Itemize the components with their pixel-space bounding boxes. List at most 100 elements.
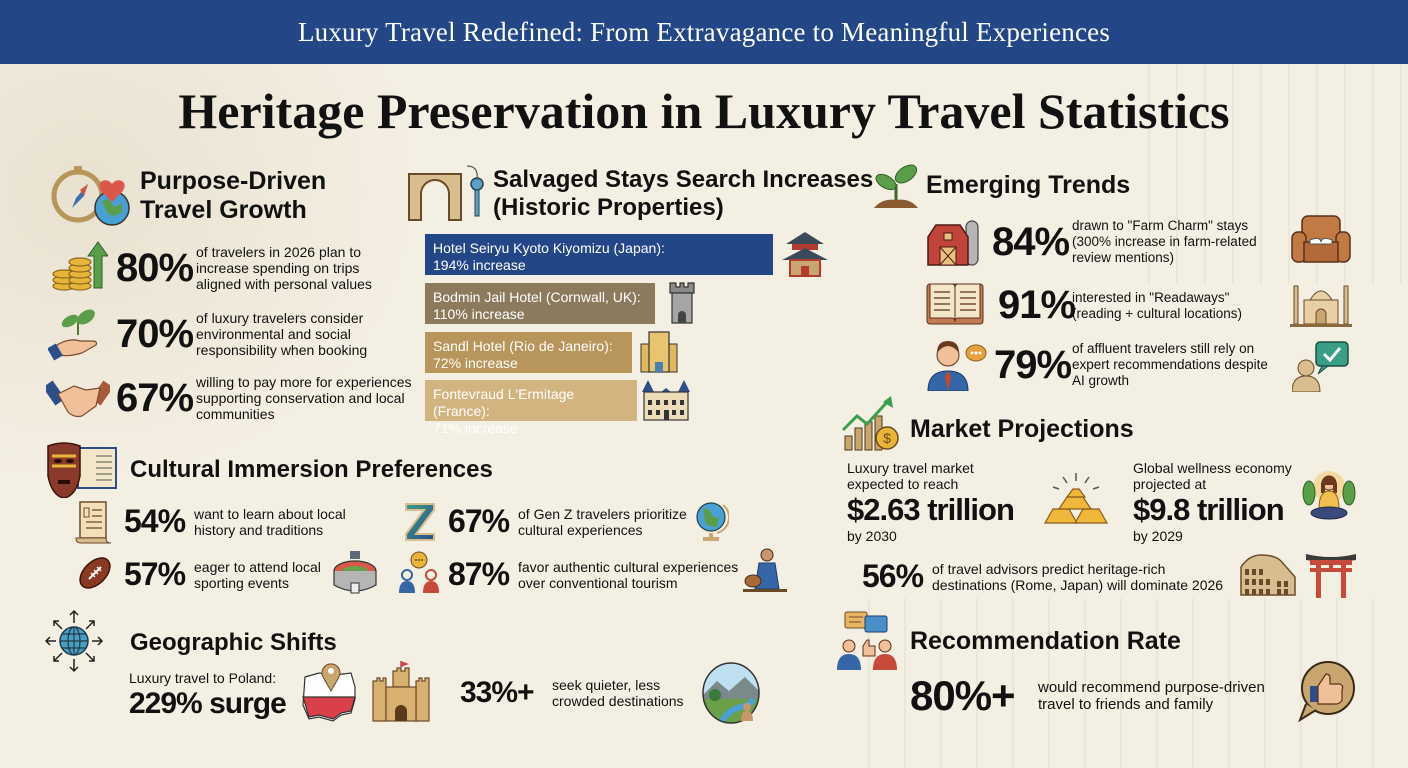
castle-icon — [370, 658, 432, 724]
svg-text:$: $ — [883, 430, 891, 446]
quiet-stat: 33%+ seek quieter, less crowded destinat… — [460, 676, 702, 710]
section-title: Recommendation Rate — [910, 627, 1181, 655]
advisor-icon — [926, 337, 988, 391]
football-icon — [74, 552, 116, 594]
bar-label: Fontevraud L'Ermitage (France): — [433, 386, 575, 419]
hand-sprout-icon — [48, 305, 108, 361]
barn-icon — [926, 215, 982, 267]
open-book-icon — [926, 280, 984, 326]
section-title: Geographic Shifts — [130, 629, 337, 656]
bar-bodmin-jail: Bodmin Jail Hotel (Cornwall, UK): 110% i… — [425, 283, 655, 324]
stat-text: favor authentic cultural experiences ove… — [518, 558, 739, 591]
person-checkmark-icon — [1292, 340, 1350, 392]
bar-value: 71% increase — [433, 420, 518, 436]
compass-heart-globe-icon — [50, 160, 132, 226]
stat-row: 84% drawn to "Farm Charm" stays (300% in… — [992, 218, 1268, 266]
bar-label: Hotel Seiryu Kyoto Kiyomizu (Japan): — [433, 240, 665, 256]
letter-z-icon — [402, 500, 438, 544]
stat-text: drawn to "Farm Charm" stays (300% increa… — [1072, 218, 1257, 265]
armchair-book-icon — [1290, 212, 1352, 270]
handshake-icon — [46, 372, 110, 420]
chateau-icon — [642, 378, 690, 422]
market-pre-text: Global wellness economy projected at — [1133, 460, 1292, 492]
stat-row: 70% of luxury travelers consider environ… — [116, 310, 381, 358]
section-title: Emerging Trends — [926, 171, 1131, 199]
section-title: Salvaged Stays Search Increases — [493, 166, 874, 193]
people-thumbs-up-icon — [834, 610, 900, 672]
stat-row: 87% favor authentic cultural experiences… — [448, 556, 758, 593]
coins-arrow-up-icon — [50, 240, 108, 294]
recommendation-stat: 80%+ would recommend purpose-driven trav… — [910, 672, 1268, 720]
market-item-wellness: Global wellness economy projected at $9.… — [1133, 460, 1333, 544]
stat-value: 57% — [124, 556, 186, 592]
sprout-icon — [872, 160, 920, 210]
bar-value: 194% increase — [433, 257, 526, 273]
stat-value: 91% — [998, 283, 1076, 327]
stat-text: of Gen Z travelers prioritize cultural e… — [518, 505, 687, 538]
stat-row: 91% interested in "Readaways" (reading +… — [998, 283, 1262, 328]
stat-value: 84% — [992, 219, 1070, 264]
bar-value: 72% increase — [433, 355, 518, 371]
arch-key-icon — [405, 160, 485, 222]
bar-value: 110% increase — [433, 306, 525, 322]
building-icon — [639, 330, 679, 374]
stat-text: want to learn about local history and tr… — [194, 505, 346, 538]
stadium-icon — [332, 548, 378, 596]
stat-text: of travel advisors predict heritage-rich… — [932, 560, 1224, 593]
stat-value: 67% — [116, 375, 194, 420]
stat-row: 80% of travelers in 2026 plan to increas… — [116, 244, 376, 292]
poland-stat: Luxury travel to Poland: 229% surge — [129, 670, 287, 722]
pagoda-icon — [780, 228, 830, 278]
torii-gate-icon — [1304, 550, 1358, 600]
stat-value: 70% — [116, 311, 194, 356]
thumbs-up-bubble-icon — [1294, 658, 1358, 724]
stat-value: 87% — [448, 556, 510, 592]
stat-row: 79% of affluent travelers still rely on … — [994, 341, 1272, 389]
quiet-text: seek quieter, less crowded destinations — [552, 677, 684, 709]
stat-value: 54% — [124, 503, 186, 539]
bar-hotel-seiryu: Hotel Seiryu Kyoto Kiyomizu (Japan): 194… — [425, 234, 773, 275]
background-building-decoration — [1148, 64, 1408, 284]
mask-book-icon — [44, 442, 122, 498]
page-title: Heritage Preservation in Luxury Travel S… — [178, 83, 1230, 139]
stat-value: 67% — [448, 503, 510, 539]
bar-label: Sandl Hotel (Rio de Janeiro): — [433, 338, 613, 354]
gold-bars-icon — [1040, 470, 1112, 526]
colosseum-icon — [1238, 552, 1298, 598]
poland-value: 229% surge — [129, 687, 287, 720]
market-item-luxury-travel: Luxury travel market expected to reach $… — [847, 460, 1047, 544]
globe-icon — [694, 498, 730, 544]
stat-value: 56% — [862, 558, 924, 594]
stat-row: 67% willing to pay more for experiences … — [116, 374, 446, 422]
globe-arrows-icon — [44, 606, 104, 676]
poland-label: Luxury travel to Poland: — [129, 670, 277, 686]
scroll-icon — [72, 500, 116, 544]
section-title: (Historic Properties) — [493, 194, 724, 221]
market-post-text: by 2030 — [847, 528, 897, 544]
stat-row: 57% eager to attend local sporting event… — [124, 556, 334, 593]
stat-value: 79% — [994, 342, 1072, 387]
people-chat-icon — [396, 550, 442, 596]
bar-label: Bodmin Jail Hotel (Cornwall, UK): — [433, 289, 641, 305]
taj-mahal-icon — [1290, 280, 1352, 328]
section-title: Purpose-Driven — [140, 167, 327, 195]
market-post-text: by 2029 — [1133, 528, 1183, 544]
bar-sandl-hotel: Sandl Hotel (Rio de Janeiro): 72% increa… — [425, 332, 632, 373]
stat-text: willing to pay more for experiences supp… — [196, 374, 412, 422]
landscape-icon — [700, 660, 764, 726]
banner-subtitle: Luxury Travel Redefined: From Extravagan… — [0, 0, 1408, 64]
bar-fontevraud: Fontevraud L'Ermitage (France): 71% incr… — [425, 380, 637, 436]
stat-text: eager to attend local sporting events — [194, 558, 321, 591]
section-title: Travel Growth — [140, 196, 307, 224]
potter-icon — [742, 546, 788, 594]
chart-growth-icon: $ — [840, 396, 902, 452]
advisor-stat-row: 56% of travel advisors predict heritage-… — [862, 558, 1232, 595]
stat-text: of travelers in 2026 plan to increase sp… — [196, 244, 372, 292]
stat-row: 54% want to learn about local history an… — [124, 503, 364, 540]
market-pre-text: Luxury travel market expected to reach — [847, 460, 974, 492]
meditation-icon — [1300, 466, 1358, 522]
section-title: Market Projections — [910, 415, 1134, 443]
market-value: $9.8 trillion — [1133, 492, 1285, 527]
stat-text: of affluent travelers still rely on expe… — [1072, 341, 1268, 388]
poland-map-pin-icon — [300, 660, 358, 726]
